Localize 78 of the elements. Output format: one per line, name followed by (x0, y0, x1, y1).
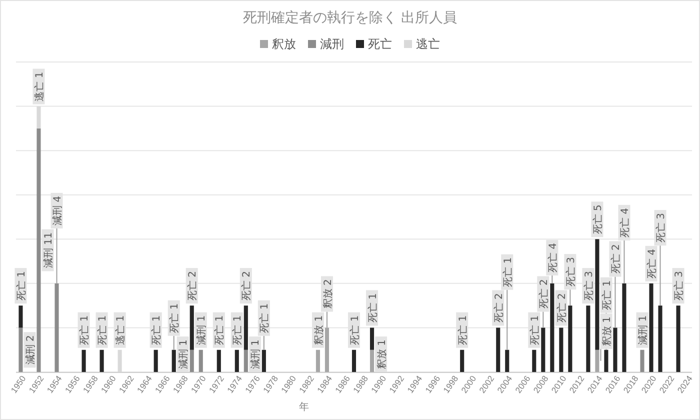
bar (595, 350, 600, 372)
bar (82, 350, 86, 372)
bar (316, 350, 320, 372)
data-label: 逃亡 1 (34, 72, 46, 102)
data-label: 死亡 1 (78, 315, 91, 345)
bar (586, 306, 590, 372)
data-label: 死亡 3 (673, 271, 686, 301)
data-label: 死亡 1 (96, 315, 109, 345)
bar (559, 328, 564, 372)
data-label: 死亡 2 (186, 271, 199, 301)
bar (234, 350, 239, 372)
data-label: 釈放 1 (601, 316, 614, 346)
bar (676, 306, 680, 372)
data-label: 釈放 2 (322, 279, 334, 309)
data-label: 死亡 1 (528, 315, 541, 345)
data-label: 死亡 2 (492, 293, 505, 323)
bar (640, 350, 644, 372)
bar (595, 239, 600, 350)
data-label: 逃亡 1 (114, 315, 127, 345)
legend-label: 釈放 (272, 37, 296, 51)
data-label: 減刑 1 (250, 339, 262, 369)
data-label: 死亡 3 (582, 271, 595, 301)
bar (352, 350, 356, 372)
data-label: 死亡 1 (456, 315, 469, 345)
data-label: 釈放 1 (376, 339, 388, 369)
bar (216, 350, 221, 372)
bar (613, 328, 618, 372)
data-label: 死亡 1 (366, 293, 379, 323)
bar (541, 328, 546, 372)
data-label: 減刑 1 (178, 339, 190, 369)
data-label: 死亡 1 (232, 315, 244, 345)
data-label: 死亡 1 (214, 315, 226, 345)
data-label: 減刑 1 (196, 315, 208, 345)
bar (550, 283, 554, 372)
bar (36, 106, 41, 128)
data-label: 死亡 1 (601, 280, 614, 310)
bar (568, 306, 572, 372)
legend-label: 死亡 (368, 37, 392, 51)
bar (532, 350, 536, 372)
data-label: 減刑 1 (637, 315, 650, 345)
data-label: 死亡 2 (538, 279, 550, 309)
data-label: 死亡 1 (168, 303, 181, 333)
data-label: 減刑 4 (52, 196, 64, 226)
data-label: 死亡 3 (564, 257, 577, 287)
bar (154, 350, 158, 372)
bar (496, 328, 500, 372)
data-label: 死亡 1 (150, 315, 163, 345)
data-label: 死亡 3 (655, 213, 668, 243)
bar (198, 350, 203, 372)
data-label: 死亡 4 (546, 242, 559, 272)
legend-label: 減刑 (320, 37, 344, 51)
data-label: 死亡 2 (556, 293, 568, 323)
data-label: 釈放 1 (312, 315, 325, 345)
data-label: 死亡 4 (619, 208, 632, 238)
bar (649, 283, 654, 372)
bar (505, 350, 510, 372)
bar (460, 350, 464, 372)
bar (54, 283, 59, 372)
bar (604, 350, 608, 372)
bar (658, 306, 662, 372)
data-label: 死亡 2 (240, 271, 253, 301)
data-label: 死亡 5 (592, 204, 604, 234)
legend-label: 逃亡 (416, 37, 440, 51)
data-label: 減刑 2 (24, 335, 37, 365)
bar (36, 128, 41, 372)
bar (100, 350, 104, 372)
data-label: 死亡 1 (258, 303, 271, 333)
chart-title: 死刑確定者の執行を除く 出所人員 (242, 10, 458, 26)
data-label: 死亡 4 (646, 248, 658, 278)
data-label: 死亡 1 (502, 257, 514, 287)
data-label: 死亡 1 (348, 315, 361, 345)
x-axis-title: 年 (299, 401, 309, 413)
data-label: 減刑 11 (42, 232, 55, 268)
bar (622, 283, 626, 372)
data-label: 死亡 1 (16, 271, 28, 301)
bar (18, 306, 23, 328)
data-label: 死亡 2 (610, 244, 622, 274)
bar (324, 328, 330, 372)
